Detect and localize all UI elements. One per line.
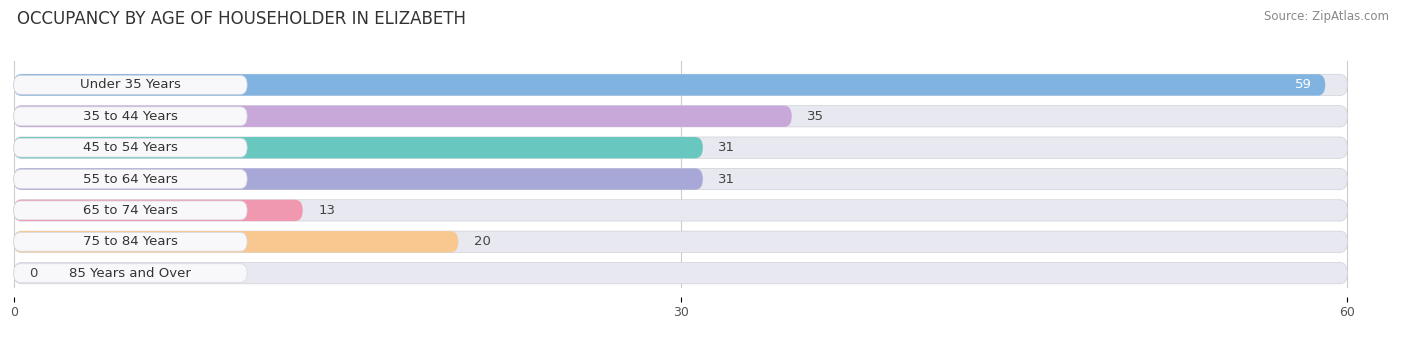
FancyBboxPatch shape	[14, 231, 458, 252]
Text: 35: 35	[807, 110, 824, 123]
Text: 13: 13	[318, 204, 335, 217]
Text: 59: 59	[1295, 78, 1312, 91]
FancyBboxPatch shape	[14, 231, 1347, 252]
Text: 75 to 84 Years: 75 to 84 Years	[83, 235, 177, 248]
Text: 85 Years and Over: 85 Years and Over	[69, 267, 191, 280]
FancyBboxPatch shape	[14, 106, 792, 127]
FancyBboxPatch shape	[14, 264, 247, 283]
FancyBboxPatch shape	[14, 201, 247, 220]
Text: 31: 31	[718, 141, 735, 154]
FancyBboxPatch shape	[14, 200, 1347, 221]
Text: 45 to 54 Years: 45 to 54 Years	[83, 141, 177, 154]
FancyBboxPatch shape	[14, 106, 1347, 127]
FancyBboxPatch shape	[14, 137, 703, 158]
Text: 20: 20	[474, 235, 491, 248]
FancyBboxPatch shape	[14, 138, 247, 157]
FancyBboxPatch shape	[14, 169, 247, 189]
FancyBboxPatch shape	[14, 200, 302, 221]
Text: 55 to 64 Years: 55 to 64 Years	[83, 173, 177, 186]
FancyBboxPatch shape	[14, 107, 247, 126]
FancyBboxPatch shape	[14, 74, 1347, 95]
Text: Under 35 Years: Under 35 Years	[80, 78, 181, 91]
FancyBboxPatch shape	[14, 74, 1326, 95]
FancyBboxPatch shape	[14, 232, 247, 251]
Text: 35 to 44 Years: 35 to 44 Years	[83, 110, 177, 123]
FancyBboxPatch shape	[14, 137, 1347, 158]
Text: 65 to 74 Years: 65 to 74 Years	[83, 204, 177, 217]
FancyBboxPatch shape	[14, 263, 1347, 284]
Text: 31: 31	[718, 173, 735, 186]
Text: OCCUPANCY BY AGE OF HOUSEHOLDER IN ELIZABETH: OCCUPANCY BY AGE OF HOUSEHOLDER IN ELIZA…	[17, 10, 465, 28]
Text: Source: ZipAtlas.com: Source: ZipAtlas.com	[1264, 10, 1389, 23]
FancyBboxPatch shape	[14, 168, 1347, 190]
Text: 0: 0	[30, 267, 38, 280]
FancyBboxPatch shape	[14, 75, 247, 94]
FancyBboxPatch shape	[14, 168, 703, 190]
